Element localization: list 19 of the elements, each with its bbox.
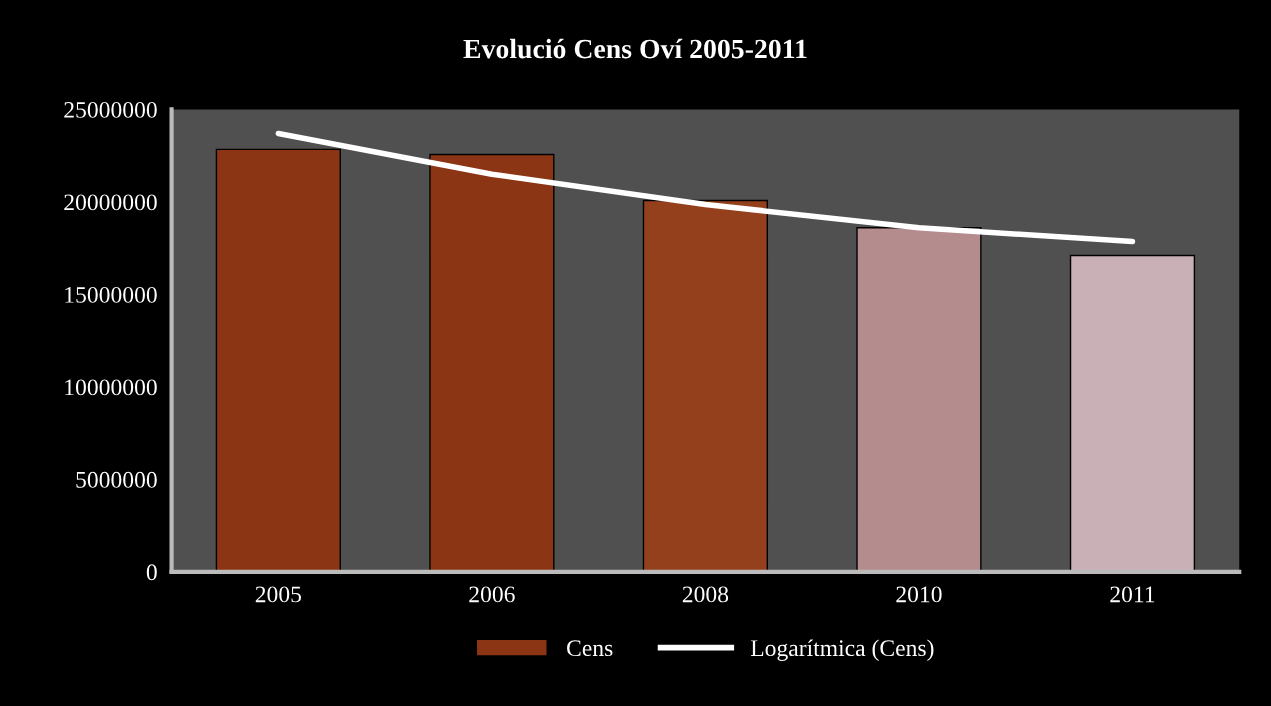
x-tick-label: 2010	[896, 586, 942, 603]
x-tick-label: 2006	[469, 586, 515, 603]
y-tick-label: 15000000	[65, 286, 157, 303]
bar	[429, 153, 555, 572]
x-tick-label: 2011	[1110, 586, 1155, 603]
y-tick-label: 20000000	[64, 194, 157, 211]
x-tick-label: 2008	[682, 586, 729, 603]
x-tick-label: 2005	[255, 586, 302, 603]
bar	[642, 199, 769, 572]
y-tick-label: 0	[146, 564, 157, 581]
y-tick-label: 25000000	[64, 101, 157, 118]
y-tick-label: 5000000	[76, 471, 157, 488]
bar	[1069, 254, 1196, 572]
legend-label: Logarítmica (Cens)	[750, 639, 934, 661]
bar	[856, 227, 982, 572]
bar	[215, 148, 341, 572]
y-tick-label: 10000000	[65, 379, 157, 396]
chart-title: Evolució Cens Oví 2005-2011	[463, 38, 807, 59]
legend-label: Cens	[567, 640, 613, 657]
